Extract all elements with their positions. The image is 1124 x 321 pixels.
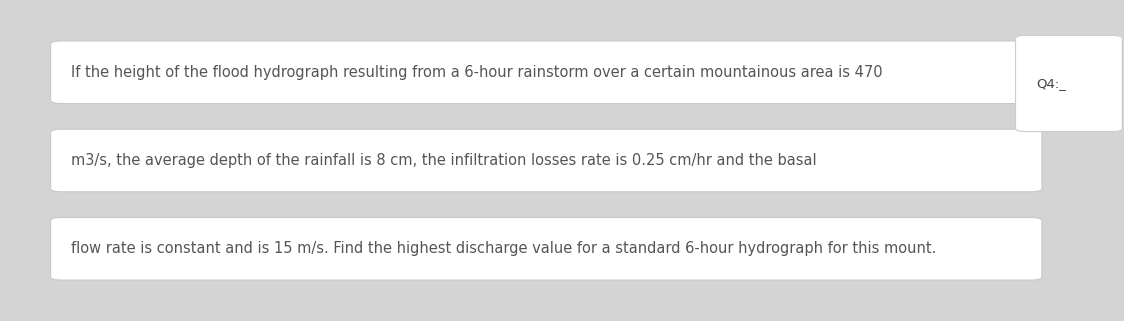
FancyBboxPatch shape	[1016, 35, 1122, 132]
Text: flow rate is constant and is 15 m/s. Find the highest discharge value for a stan: flow rate is constant and is 15 m/s. Fin…	[71, 241, 936, 256]
Text: m3/s, the average depth of the rainfall is 8 cm, the infiltration losses rate is: m3/s, the average depth of the rainfall …	[71, 153, 816, 168]
FancyBboxPatch shape	[51, 41, 1042, 103]
Text: Q4:_: Q4:_	[1036, 77, 1066, 90]
Text: If the height of the flood hydrograph resulting from a 6-hour rainstorm over a c: If the height of the flood hydrograph re…	[71, 65, 882, 80]
FancyBboxPatch shape	[51, 129, 1042, 192]
FancyBboxPatch shape	[51, 218, 1042, 280]
